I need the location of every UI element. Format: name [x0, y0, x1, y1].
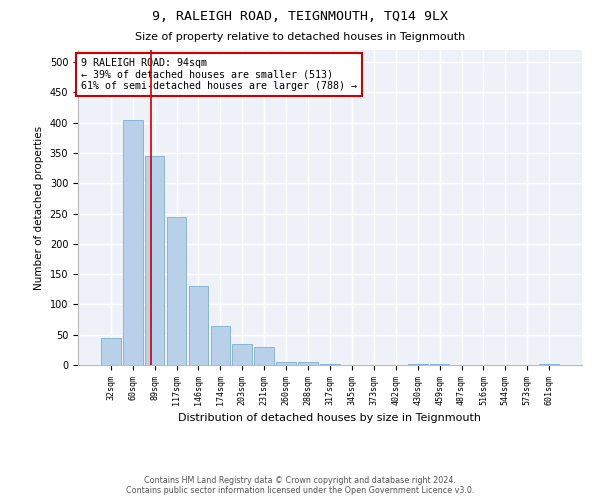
- Bar: [123, 120, 143, 365]
- Bar: [254, 347, 274, 365]
- Bar: [167, 216, 187, 365]
- Text: 9 RALEIGH ROAD: 94sqm
← 39% of detached houses are smaller (513)
61% of semi-det: 9 RALEIGH ROAD: 94sqm ← 39% of detached …: [80, 58, 356, 91]
- Bar: [211, 326, 230, 365]
- Bar: [408, 364, 428, 365]
- Bar: [232, 344, 252, 365]
- Text: Size of property relative to detached houses in Teignmouth: Size of property relative to detached ho…: [135, 32, 465, 42]
- Bar: [101, 338, 121, 365]
- Bar: [320, 364, 340, 365]
- Y-axis label: Number of detached properties: Number of detached properties: [34, 126, 44, 290]
- Bar: [430, 364, 449, 365]
- X-axis label: Distribution of detached houses by size in Teignmouth: Distribution of detached houses by size …: [179, 413, 482, 423]
- Bar: [539, 364, 559, 365]
- Text: Contains HM Land Registry data © Crown copyright and database right 2024.
Contai: Contains HM Land Registry data © Crown c…: [126, 476, 474, 495]
- Bar: [188, 286, 208, 365]
- Text: 9, RALEIGH ROAD, TEIGNMOUTH, TQ14 9LX: 9, RALEIGH ROAD, TEIGNMOUTH, TQ14 9LX: [152, 10, 448, 23]
- Bar: [145, 156, 164, 365]
- Bar: [276, 362, 296, 365]
- Bar: [298, 362, 318, 365]
